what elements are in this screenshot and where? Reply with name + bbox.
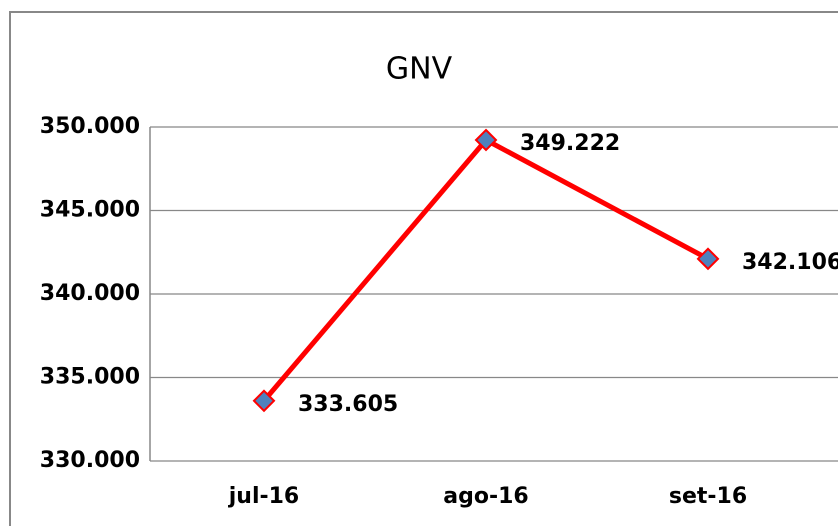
data-label: 333.605 [298, 392, 398, 417]
marker [474, 128, 498, 152]
marker [252, 389, 276, 413]
y-tick-label: 350.000 [40, 114, 140, 139]
chart-border [9, 11, 838, 526]
y-tick-label: 335.000 [40, 365, 140, 390]
chart-title: GNV [386, 52, 453, 87]
data-label: 342.106 [742, 250, 838, 275]
y-tick-label: 330.000 [40, 448, 140, 473]
x-tick-label: jul-16 [228, 484, 300, 509]
data-label: 349.222 [520, 131, 620, 156]
y-tick-label: 340.000 [40, 281, 140, 306]
marker [696, 247, 720, 271]
y-tick-label: 345.000 [40, 198, 140, 223]
x-tick-label: set-16 [669, 484, 747, 509]
x-tick-label: ago-16 [443, 484, 528, 509]
